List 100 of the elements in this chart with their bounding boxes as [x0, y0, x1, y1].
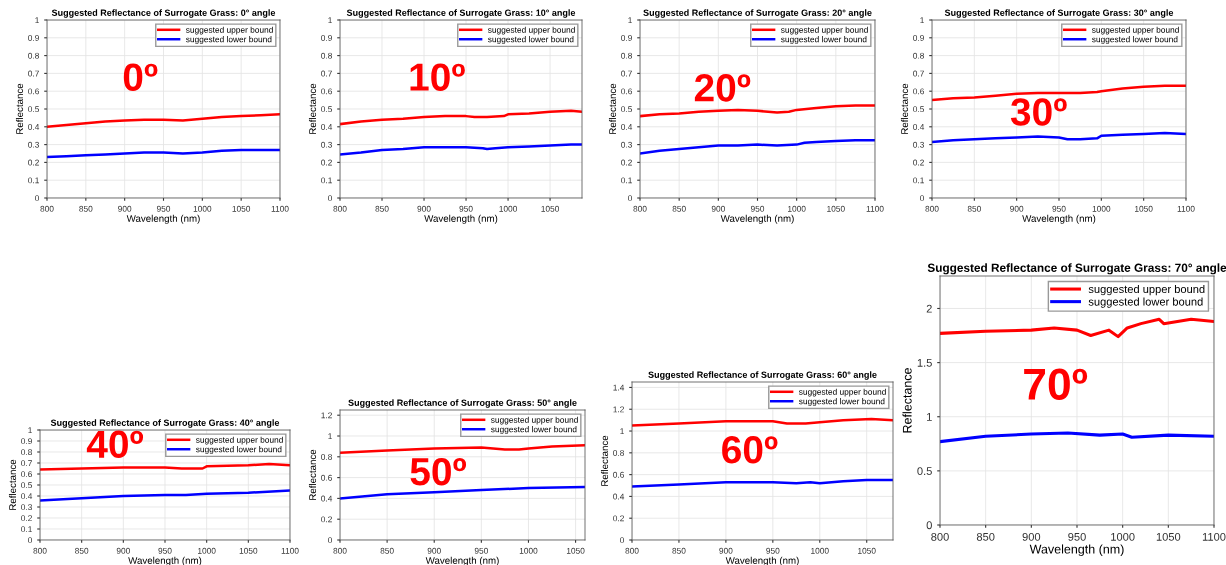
line-series — [47, 148, 280, 159]
x-tick-label: 900 — [417, 205, 431, 212]
y-tick-label: 0.8 — [621, 52, 632, 59]
y-tick-label: 0.3 — [21, 504, 32, 511]
line-series — [940, 317, 1214, 339]
x-tick-label: 900 — [116, 547, 130, 554]
x-tick-label: 1050 — [1156, 532, 1181, 541]
y-tick-label: 0.8 — [321, 52, 332, 59]
y-tick-label: 0.5 — [28, 106, 40, 113]
legend-label: suggested upper bound — [799, 388, 886, 397]
x-tick-label: 850 — [672, 205, 686, 212]
y-tick-label: 1.5 — [917, 358, 932, 367]
y-tick-label: 1 — [620, 428, 624, 435]
legend-label: suggested lower bound — [186, 36, 272, 44]
y-axis-title: Reflectance — [308, 449, 317, 500]
x-tick-label: 900 — [118, 205, 132, 212]
x-tick-label: 850 — [672, 547, 686, 554]
chart-title: Suggested Reflectance of Surrogate Grass: 10° angle — [346, 9, 576, 18]
y-tick-label: 1.2 — [321, 412, 332, 419]
y-tick-label: 0 — [926, 521, 932, 530]
x-tick-label: 800 — [40, 205, 54, 212]
y-tick-label: 0.2 — [28, 159, 39, 166]
y-tick-label: 0.2 — [913, 159, 924, 166]
x-tick-label: 950 — [474, 547, 488, 554]
y-tick-label: 0 — [620, 537, 625, 544]
y-tick-label: 0.4 — [28, 124, 40, 130]
x-tick-label: 1050 — [1135, 205, 1153, 212]
y-axis-title: Reflectance — [600, 435, 609, 486]
y-tick-label: 0.3 — [321, 141, 332, 148]
chart-title: Suggested Reflectance of Surrogate Grass: 30° angle — [944, 9, 1174, 18]
y-tick-label: 0.8 — [21, 449, 32, 456]
y-tick-label: 1.2 — [613, 406, 624, 413]
y-tick-label: 0.1 — [321, 177, 332, 184]
y-axis-title: Reflectance — [902, 368, 912, 433]
x-tick-label: 1050 — [566, 547, 585, 554]
line-series — [340, 109, 582, 126]
x-tick-label: 800 — [925, 205, 939, 212]
y-tick-label: 0.8 — [28, 52, 39, 59]
y-tick-label: 0.6 — [21, 471, 32, 478]
line-series — [640, 138, 875, 155]
y-tick-label: 0.1 — [913, 177, 924, 184]
x-tick-label: 950 — [156, 205, 171, 212]
x-tick-label: 850 — [375, 205, 389, 212]
y-tick-label: 0.2 — [321, 159, 332, 166]
x-tick-label: 1050 — [858, 547, 876, 554]
y-tick-label: 0.6 — [321, 474, 332, 481]
y-tick-label: 0.5 — [917, 467, 932, 475]
chart-title: Suggested Reflectance of Surrogate Grass: 0° angle — [51, 9, 276, 18]
y-tick-label: 0.2 — [621, 159, 632, 166]
legend-label: suggested upper bound — [1092, 26, 1179, 35]
line-series — [632, 478, 893, 488]
y-tick-label: 0.3 — [621, 141, 632, 148]
y-tick-label: 0.8 — [913, 52, 924, 59]
x-tick-label: 1000 — [811, 547, 829, 554]
chart-title: Suggested Reflectance of Surrogate Grass: 20° angle — [643, 9, 872, 18]
y-tick-label: 0.4 — [621, 124, 633, 130]
y-tick-label: 0.1 — [21, 526, 32, 533]
y-tick-label: 0.8 — [321, 454, 332, 460]
line-series — [340, 485, 585, 500]
y-tick-label: 1 — [35, 17, 39, 24]
legend-label: suggested upper bound — [1088, 284, 1205, 296]
x-tick-label: 950 — [1068, 532, 1086, 541]
line-series — [640, 104, 875, 118]
x-axis-title: Wavelength (nm) — [126, 214, 200, 224]
y-tick-label: 1 — [628, 17, 632, 24]
line-series — [940, 431, 1214, 444]
x-tick-label: 1000 — [1092, 205, 1111, 212]
x-tick-label: 1050 — [239, 547, 258, 554]
y-tick-label: 0.6 — [613, 471, 624, 478]
chart-title: Suggested Reflectance of Surrogate Grass: 40° angle — [50, 419, 280, 428]
y-tick-label: 1 — [328, 17, 332, 24]
x-tick-label: 1100 — [866, 205, 884, 212]
line-series — [632, 417, 893, 427]
annotation: 50º — [410, 457, 467, 486]
x-tick-label: 1000 — [1111, 532, 1135, 541]
y-tick-label: 0.9 — [21, 438, 32, 445]
line-series — [932, 131, 1186, 144]
y-tick-label: 0.7 — [321, 70, 332, 77]
legend-label: suggested lower bound — [799, 398, 885, 406]
legend-label: suggested upper bound — [488, 26, 575, 35]
x-tick-label: 800 — [931, 532, 949, 541]
y-tick-label: 0.4 — [321, 124, 333, 130]
annotation: 40º — [86, 430, 144, 459]
x-tick-label: 1000 — [198, 547, 216, 554]
y-tick-label: 0.4 — [321, 495, 333, 502]
x-tick-label: 800 — [33, 547, 47, 554]
x-axis-title: Wavelength (nm) — [720, 214, 794, 224]
x-axis-title: Wavelength (nm) — [128, 556, 202, 565]
y-tick-label: 0.6 — [28, 88, 39, 95]
annotation: 10º — [410, 63, 465, 91]
x-tick-label: 850 — [79, 205, 93, 212]
y-tick-label: 0.1 — [28, 177, 39, 184]
y-tick-label: 0 — [628, 195, 633, 202]
x-tick-label: 800 — [333, 205, 347, 212]
y-tick-label: 0.5 — [913, 106, 925, 113]
x-axis-title: Wavelength (nm) — [1029, 544, 1124, 557]
y-axis-title: Reflectance — [8, 459, 17, 510]
legend-label: suggested upper bound — [781, 26, 868, 35]
chart-title: Suggested Reflectance of Surrogate Grass: 60° angle — [648, 371, 877, 380]
y-tick-label: 0 — [35, 195, 40, 202]
